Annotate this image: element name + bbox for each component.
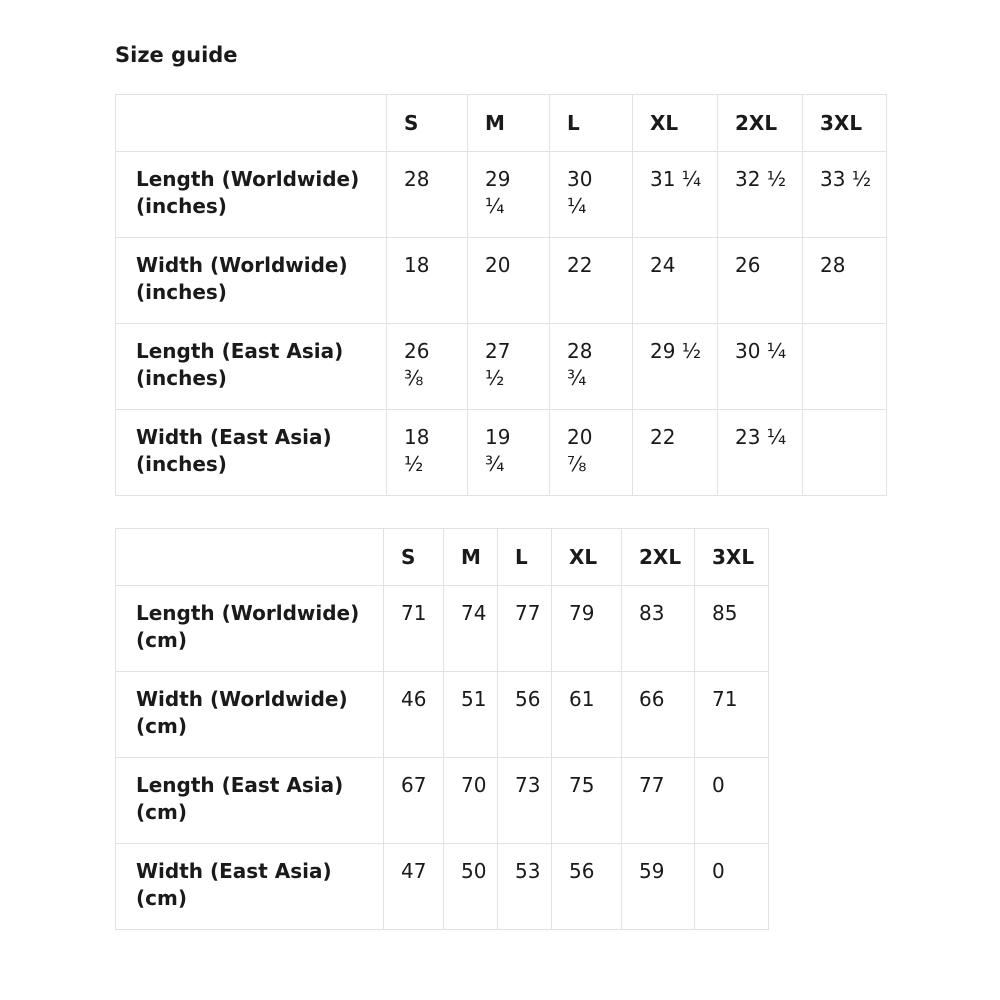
- value-cell: 83: [621, 585, 695, 672]
- value-cell: 59: [621, 843, 695, 930]
- row-label: Length (Worldwide) (inches): [115, 151, 387, 238]
- value-cell: 0: [694, 757, 769, 844]
- value-cell: 22: [632, 409, 718, 496]
- value-cell: 79: [551, 585, 622, 672]
- value-cell: 56: [551, 843, 622, 930]
- value-cell: 28: [802, 237, 887, 324]
- header-cell-2xl: 2XL: [717, 94, 803, 152]
- value-cell: 30 ¼: [549, 151, 633, 238]
- page-title: Size guide: [115, 43, 238, 67]
- value-cell: 47: [383, 843, 444, 930]
- value-cell: 29 ¼: [467, 151, 550, 238]
- row-label: Width (East Asia) (cm): [115, 843, 384, 930]
- value-cell: 30 ¼: [717, 323, 803, 410]
- row-label: Length (East Asia) (inches): [115, 323, 387, 410]
- size-table-cm: S M L XL 2XL 3XL Length (Worldwide) (cm)…: [115, 528, 769, 930]
- header-cell-l: L: [497, 528, 552, 586]
- row-label: Width (Worldwide) (cm): [115, 671, 384, 758]
- header-row: S M L XL 2XL 3XL: [115, 94, 887, 152]
- value-cell: 33 ½: [802, 151, 887, 238]
- value-cell: 24: [632, 237, 718, 324]
- value-cell: 28: [386, 151, 468, 238]
- row-label: Width (East Asia) (inches): [115, 409, 387, 496]
- value-cell: 23 ¼: [717, 409, 803, 496]
- table-row: Width (Worldwide) (cm) 46 51 56 61 66 71: [115, 671, 769, 758]
- header-cell-s: S: [386, 94, 468, 152]
- table-row: Length (East Asia) (inches) 26 ⅜ 27 ½ 28…: [115, 323, 887, 410]
- value-cell: 31 ¼: [632, 151, 718, 238]
- size-guide-page: Size guide S M L XL 2XL 3XL Length (Worl…: [115, 43, 887, 930]
- header-cell-2xl: 2XL: [621, 528, 695, 586]
- header-cell-s: S: [383, 528, 444, 586]
- header-cell-3xl: 3XL: [694, 528, 769, 586]
- header-cell-m: M: [443, 528, 498, 586]
- value-cell: [802, 323, 887, 410]
- table-row: Length (Worldwide) (cm) 71 74 77 79 83 8…: [115, 585, 769, 672]
- row-label: Width (Worldwide) (inches): [115, 237, 387, 324]
- value-cell: 53: [497, 843, 552, 930]
- value-cell: 27 ½: [467, 323, 550, 410]
- value-cell: 74: [443, 585, 498, 672]
- value-cell: 26 ⅜: [386, 323, 468, 410]
- table-row: Length (Worldwide) (inches) 28 29 ¼ 30 ¼…: [115, 151, 887, 238]
- value-cell: 66: [621, 671, 695, 758]
- header-cell-l: L: [549, 94, 633, 152]
- corner-cell: [115, 94, 387, 152]
- value-cell: 26: [717, 237, 803, 324]
- value-cell: 50: [443, 843, 498, 930]
- value-cell: 67: [383, 757, 444, 844]
- row-label: Length (East Asia) (cm): [115, 757, 384, 844]
- header-cell-xl: XL: [632, 94, 718, 152]
- value-cell: 18 ½: [386, 409, 468, 496]
- table-row: Width (East Asia) (cm) 47 50 53 56 59 0: [115, 843, 769, 930]
- value-cell: 22: [549, 237, 633, 324]
- value-cell: 19 ¾: [467, 409, 550, 496]
- value-cell: [802, 409, 887, 496]
- corner-cell: [115, 528, 384, 586]
- value-cell: 71: [694, 671, 769, 758]
- value-cell: 85: [694, 585, 769, 672]
- value-cell: 32 ½: [717, 151, 803, 238]
- value-cell: 29 ½: [632, 323, 718, 410]
- header-cell-m: M: [467, 94, 550, 152]
- value-cell: 20: [467, 237, 550, 324]
- value-cell: 56: [497, 671, 552, 758]
- header-cell-xl: XL: [551, 528, 622, 586]
- value-cell: 71: [383, 585, 444, 672]
- value-cell: 61: [551, 671, 622, 758]
- value-cell: 77: [497, 585, 552, 672]
- header-row: S M L XL 2XL 3XL: [115, 528, 769, 586]
- value-cell: 18: [386, 237, 468, 324]
- row-label: Length (Worldwide) (cm): [115, 585, 384, 672]
- value-cell: 46: [383, 671, 444, 758]
- value-cell: 70: [443, 757, 498, 844]
- table-row: Length (East Asia) (cm) 67 70 73 75 77 0: [115, 757, 769, 844]
- value-cell: 75: [551, 757, 622, 844]
- value-cell: 0: [694, 843, 769, 930]
- value-cell: 51: [443, 671, 498, 758]
- table-row: Width (Worldwide) (inches) 18 20 22 24 2…: [115, 237, 887, 324]
- value-cell: 20 ⅞: [549, 409, 633, 496]
- value-cell: 73: [497, 757, 552, 844]
- table-row: Width (East Asia) (inches) 18 ½ 19 ¾ 20 …: [115, 409, 887, 496]
- value-cell: 77: [621, 757, 695, 844]
- value-cell: 28 ¾: [549, 323, 633, 410]
- size-table-inches: S M L XL 2XL 3XL Length (Worldwide) (inc…: [115, 94, 887, 496]
- header-cell-3xl: 3XL: [802, 94, 887, 152]
